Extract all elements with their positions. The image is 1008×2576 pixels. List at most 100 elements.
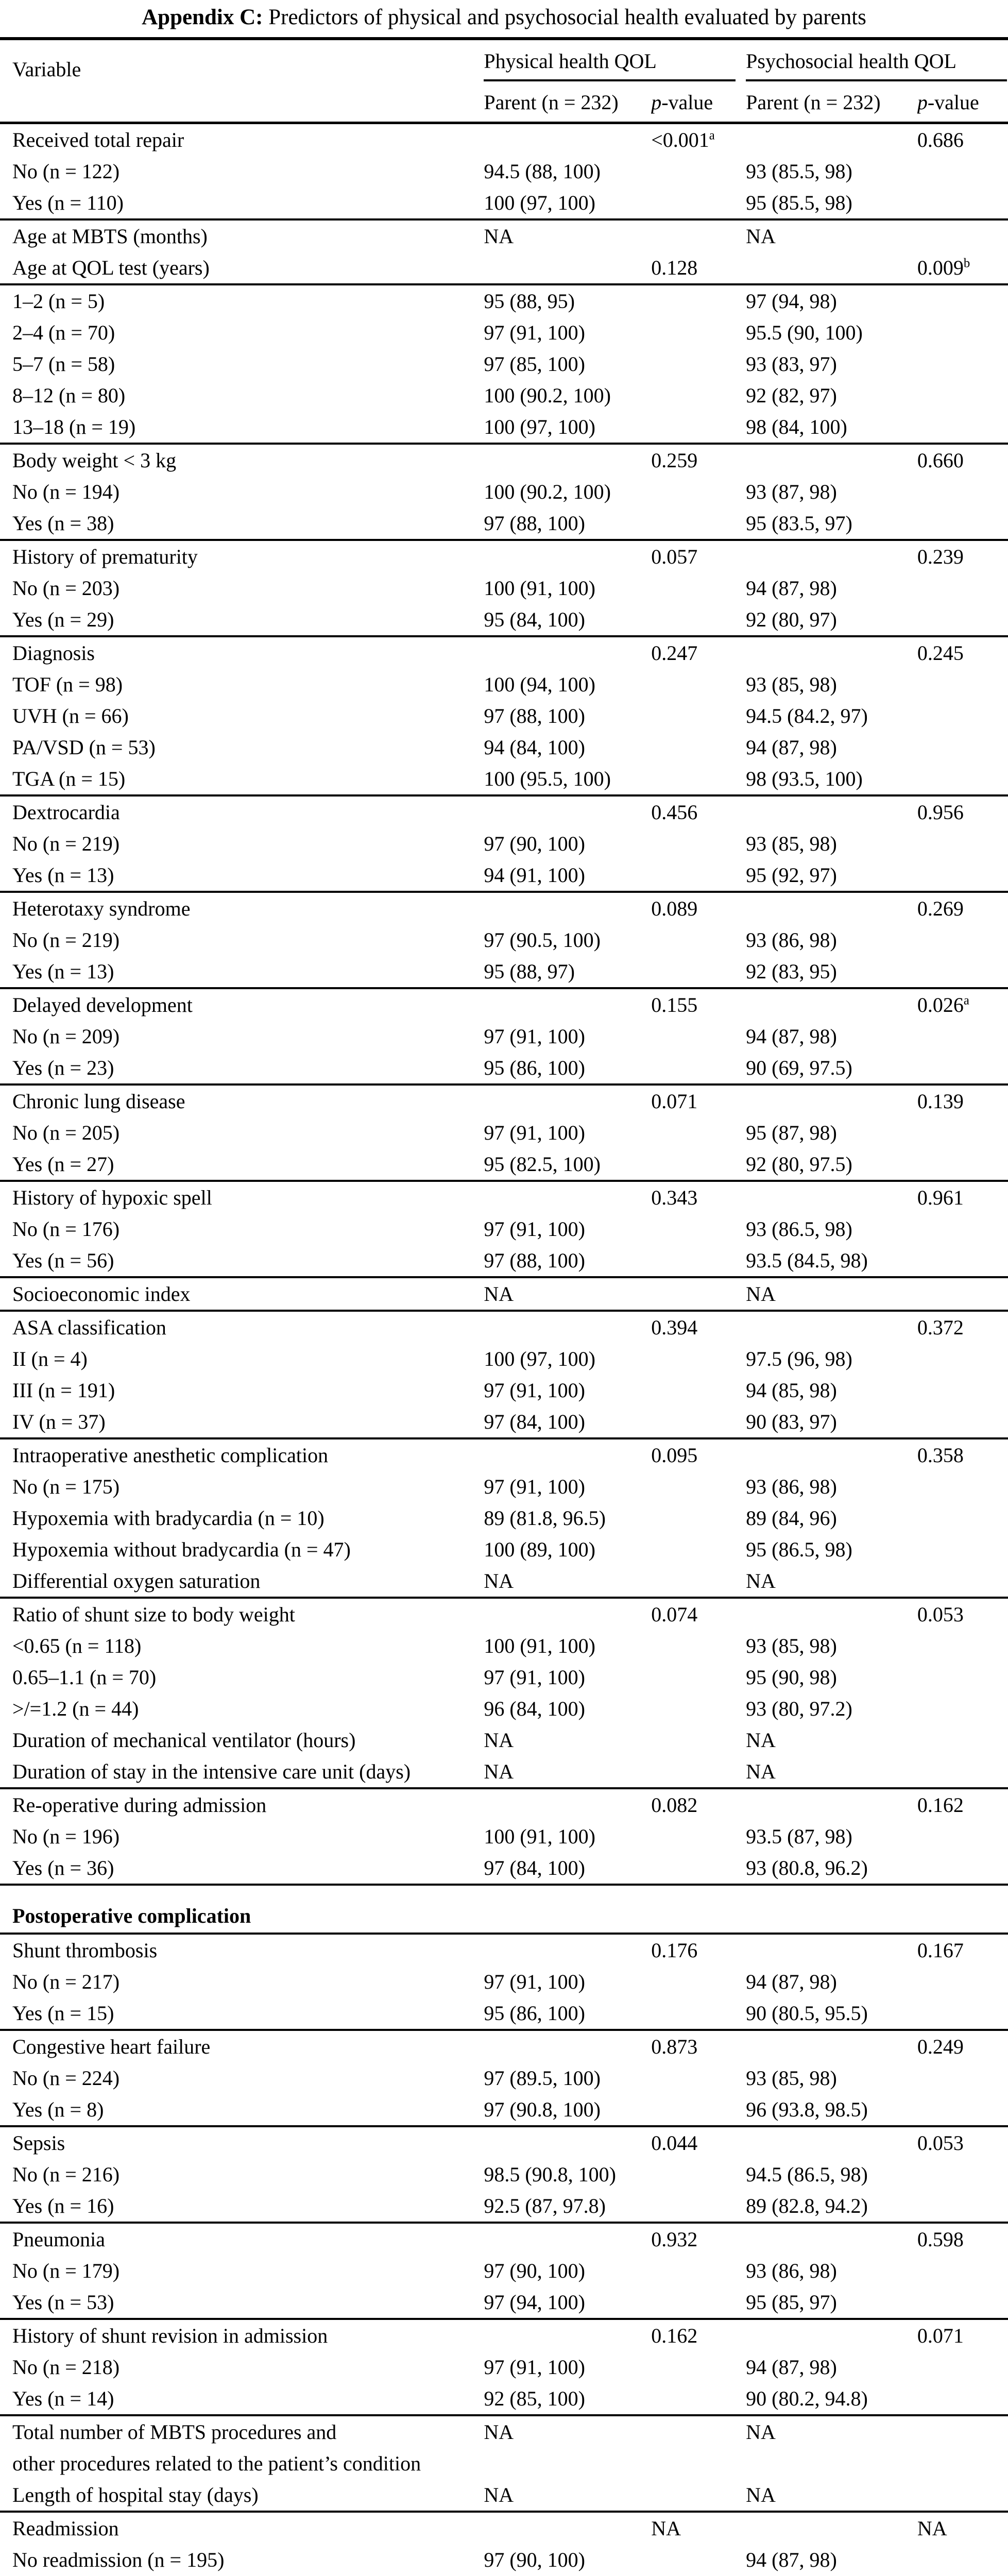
physical-median-value: 97 (85, 100): [484, 352, 585, 376]
psychosocial-median-value: [746, 892, 917, 924]
psychosocial-pvalue: 0.053: [917, 1603, 964, 1626]
row-label: Re-operative during admission: [12, 1793, 267, 1817]
row-label: Hypoxemia with bradycardia (n = 10): [12, 1506, 324, 1530]
physical-pvalue: 0.162: [651, 2324, 698, 2347]
psychosocial-median-value: NA: [746, 2479, 917, 2513]
row-label: No readmission (n = 195): [12, 2548, 225, 2571]
psychosocial-median-value: [746, 2030, 917, 2062]
psychosocial-pvalue: [917, 476, 1008, 507]
physical-median-value: 97 (84, 100): [484, 1406, 652, 1439]
row-label: No (n = 196): [12, 1825, 120, 1848]
psychosocial-median-value: 95 (83.5, 97): [746, 507, 917, 541]
psychosocial-median-value: 93 (85.5, 98): [746, 160, 852, 183]
column-header-parent-psychosocial: Parent (n = 232): [746, 81, 917, 124]
physical-median-value: 98.5 (90.8, 100): [484, 2163, 616, 2186]
psychosocial-pvalue: [917, 187, 1008, 221]
psychosocial-pvalue: [917, 2415, 1008, 2479]
psychosocial-pvalue: [917, 2544, 1008, 2575]
row-label: Yes (n = 23): [0, 1052, 484, 1086]
row-label: History of hypoxic spell: [12, 1186, 212, 1209]
psychosocial-pvalue: [917, 2286, 1008, 2320]
physical-median-value: 97 (88, 100): [484, 704, 585, 727]
psychosocial-median-value: 92 (80, 97.5): [746, 1148, 917, 1182]
column-group-physical-qol: Physical health QOL: [484, 40, 746, 81]
physical-median-value: 95 (84, 100): [484, 604, 652, 637]
psychosocial-median-value: 93 (85, 98): [746, 832, 837, 855]
psychosocial-pvalue: [917, 1277, 1008, 1312]
physical-pvalue: [651, 732, 746, 763]
row-label: III (n = 191): [12, 1379, 115, 1402]
psychosocial-pvalue: [917, 1471, 1008, 1502]
row-label: Yes (n = 29): [0, 604, 484, 637]
psychosocial-pvalue: 0.139: [917, 1090, 964, 1113]
physical-pvalue: [651, 2094, 746, 2127]
table-row: No (n = 179) 97 (90, 100) 93 (86, 98): [0, 2255, 1008, 2286]
psychosocial-median-value: [746, 1438, 917, 1471]
psychosocial-pvalue: [917, 924, 1008, 956]
psychosocial-median-value: NA: [746, 1565, 917, 1599]
physical-median-value: 89 (81.8, 96.5): [484, 1506, 606, 1530]
physical-median-value: 97 (90, 100): [484, 2259, 585, 2282]
row-label: Yes (n = 38): [0, 507, 484, 541]
physical-median-value: 92.5 (87, 97.8): [484, 2190, 652, 2224]
row-label: 5–7 (n = 58): [12, 352, 115, 376]
table-row: Congestive heart failure 0.873 0.249: [0, 2030, 1008, 2062]
psychosocial-pvalue: [917, 604, 1008, 637]
row-label: Pneumonia: [12, 2228, 105, 2251]
psychosocial-pvalue: 0.245: [917, 641, 964, 665]
physical-median-value: 100 (91, 100): [484, 577, 595, 600]
row-label: Congestive heart failure: [12, 2035, 211, 2058]
physical-pvalue: [651, 1052, 746, 1086]
psychosocial-pvalue: [917, 156, 1008, 187]
physical-pvalue: [651, 1724, 746, 1756]
physical-median-value: 97 (90.5, 100): [484, 928, 601, 952]
table-row: No (n = 216) 98.5 (90.8, 100) 94.5 (86.5, …: [0, 2159, 1008, 2190]
physical-median-value: 97 (84, 100): [484, 1852, 652, 1886]
psychosocial-median-value: 95 (87, 98): [746, 1121, 837, 1144]
physical-pvalue: [651, 1213, 746, 1245]
psychosocial-pvalue: [917, 1052, 1008, 1086]
psychosocial-median-value: [746, 1934, 917, 1966]
physical-median-value: [484, 1181, 651, 1213]
page-title-prefix: Appendix C:: [142, 5, 263, 29]
row-label: No (n = 176): [12, 1217, 120, 1241]
table-row: Age at QOL test (years) 0.128 0.009b: [0, 252, 1008, 285]
table-row: No (n = 196) 100 (91, 100) 93.5 (87, 98): [0, 1821, 1008, 1852]
pvalue-footnote-marker: a: [963, 993, 969, 1008]
physical-median-value: 95 (86, 100): [484, 1997, 652, 2031]
psychosocial-median-value: 93 (80, 97.2): [746, 1697, 852, 1720]
row-label: >/=1.2 (n = 44): [12, 1697, 139, 1720]
column-header-parent-physical: Parent (n = 232): [484, 81, 652, 124]
table-row: Dextrocardia 0.456 0.956: [0, 795, 1008, 828]
psychosocial-pvalue: [917, 2062, 1008, 2094]
physical-median-value: 97 (90, 100): [484, 2548, 585, 2571]
physical-median-value: 97 (90, 100): [484, 832, 585, 855]
physical-pvalue: [651, 2062, 746, 2094]
row-label: Yes (n = 53): [0, 2286, 484, 2320]
psychosocial-pvalue: NA: [917, 2517, 947, 2540]
row-label: Heterotaxy syndrome: [12, 897, 191, 920]
psychosocial-median-value: 93.5 (87, 98): [746, 1825, 852, 1848]
row-label: ASA classification: [12, 1316, 166, 1339]
row-label: IV (n = 37): [0, 1406, 484, 1439]
table-row: No (n = 194) 100 (90.2, 100) 93 (87, 98): [0, 476, 1008, 507]
table-row: Yes (n = 16) 92.5 (87, 97.8) 89 (82.8, 94.…: [0, 2190, 1008, 2224]
psychosocial-pvalue: [917, 1966, 1008, 1997]
row-label: No (n = 218): [12, 2355, 120, 2379]
psychosocial-median-value: 94 (87, 98): [746, 736, 837, 759]
table-row: Yes (n = 15) 95 (86, 100) 90 (80.5, 95.5): [0, 1997, 1008, 2031]
psychosocial-median-value: 94 (87, 98): [746, 2355, 837, 2379]
table-row: III (n = 191) 97 (91, 100) 94 (85, 98): [0, 1375, 1008, 1406]
psychosocial-pvalue: [917, 1502, 1008, 1534]
row-label: Yes (n = 27): [0, 1148, 484, 1182]
psychosocial-pvalue: [917, 507, 1008, 541]
row-label: TGA (n = 15): [0, 763, 484, 796]
table-row: 5–7 (n = 58) 97 (85, 100) 93 (83, 97): [0, 348, 1008, 380]
physical-median-value: [484, 2223, 651, 2255]
physical-median-value: 100 (90.2, 100): [484, 384, 611, 407]
physical-median-value: [484, 252, 652, 285]
psychosocial-pvalue: [917, 1534, 1008, 1565]
psychosocial-median-value: 97.5 (96, 98): [746, 1347, 852, 1370]
physical-median-value: 95 (88, 97): [484, 956, 652, 989]
physical-median-value: 97 (94, 100): [484, 2286, 652, 2320]
